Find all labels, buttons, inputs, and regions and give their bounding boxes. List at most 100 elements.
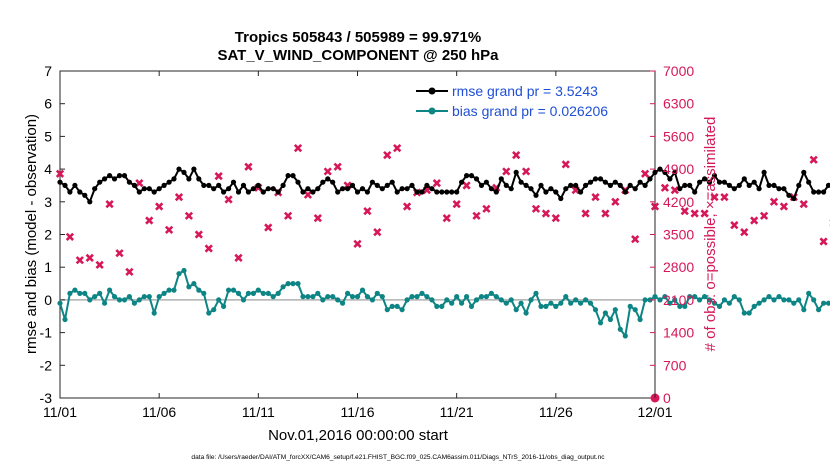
- bias-point: [652, 294, 658, 300]
- rmse-point: [340, 186, 346, 192]
- bias-point: [711, 300, 718, 306]
- obs-assimilated-marker: [690, 209, 699, 218]
- rmse-point: [250, 186, 256, 192]
- rmse-point: [126, 179, 132, 185]
- bias-point: [434, 303, 440, 309]
- plot-area: [59, 70, 656, 399]
- rmse-point: [349, 182, 356, 188]
- bias-point: [796, 297, 802, 303]
- rmse-point: [726, 182, 733, 188]
- bias-point: [478, 294, 485, 300]
- rmse-point: [786, 192, 792, 198]
- rmse-point: [151, 189, 157, 195]
- bias-point: [295, 281, 301, 287]
- bias-point: [97, 290, 103, 296]
- obs-marker-stroke: [660, 183, 670, 192]
- rmse-point: [131, 182, 137, 188]
- bias-point: [146, 294, 152, 300]
- obs-marker-stroke: [601, 209, 610, 218]
- bias-point: [166, 287, 172, 293]
- obs-assimilated-marker: [730, 221, 739, 230]
- y-left-tick-label: -2: [40, 357, 53, 373]
- rmse-point: [181, 169, 187, 175]
- obs-assimilated-marker: [551, 214, 560, 223]
- obs-assimilated-marker: [234, 253, 243, 262]
- rmse-point: [533, 192, 539, 198]
- bias-point: [568, 300, 574, 306]
- rmse-point: [771, 182, 777, 188]
- obs-assimilated-marker: [353, 239, 362, 248]
- obs-assimilated-marker: [65, 232, 75, 241]
- rmse-point: [543, 189, 549, 195]
- rmse-point: [731, 186, 737, 192]
- obs-marker-stroke: [482, 204, 491, 213]
- obs-marker-stroke: [631, 235, 640, 244]
- bias-point: [449, 300, 455, 306]
- obs-marker-stroke: [95, 260, 104, 269]
- bias-point: [102, 300, 108, 306]
- bias-point: [354, 294, 361, 300]
- bias-point: [464, 294, 470, 300]
- bias-point: [672, 297, 678, 303]
- rmse-point: [617, 182, 623, 188]
- obs-assimilated-marker: [561, 160, 570, 169]
- rmse-point: [612, 179, 618, 185]
- rmse-point: [444, 189, 450, 195]
- obs-assimilated-marker: [155, 202, 164, 211]
- obs-assimilated-marker: [214, 171, 223, 181]
- rmse-point: [111, 176, 118, 182]
- obs-marker-stroke: [283, 211, 293, 220]
- bias-point: [612, 307, 618, 313]
- obs-marker-stroke: [680, 207, 689, 216]
- obs-marker-stroke: [541, 209, 551, 218]
- rmse-point: [82, 192, 88, 198]
- y-right-tick-label: 4900: [663, 161, 694, 177]
- bias-point: [72, 287, 78, 293]
- rmse-point: [587, 179, 594, 185]
- obs-assimilated-marker: [95, 260, 104, 269]
- bias-point: [171, 287, 177, 293]
- rmse-point: [622, 189, 628, 195]
- bias-point: [57, 300, 63, 306]
- obs-marker-stroke: [740, 228, 749, 237]
- bias-point: [632, 307, 638, 313]
- bias-point: [250, 290, 256, 296]
- bias-point: [791, 300, 797, 306]
- obs-marker-stroke: [611, 197, 620, 206]
- obs-assimilated-marker: [55, 169, 65, 178]
- bias-point: [335, 297, 341, 303]
- bias-point: [345, 290, 351, 296]
- bias-point: [662, 294, 668, 300]
- bias-point: [751, 303, 757, 309]
- x-tick-label: 11/01: [43, 404, 77, 420]
- rmse-point: [825, 182, 830, 188]
- y-left-tick-label: 6: [44, 96, 52, 112]
- rmse-point: [379, 186, 385, 192]
- bias-point: [468, 303, 475, 309]
- rmse-point: [374, 182, 380, 188]
- rmse-point: [245, 189, 251, 195]
- obs-marker-stroke: [591, 193, 600, 202]
- rmse-point: [478, 182, 485, 188]
- bias-point: [607, 316, 614, 323]
- rmse-point: [186, 176, 192, 182]
- obs-marker-stroke: [809, 155, 818, 164]
- bias-point: [300, 294, 306, 300]
- bias-point: [121, 297, 128, 303]
- bias-point: [736, 297, 742, 303]
- bias-point: [82, 290, 88, 296]
- rmse-point: [369, 179, 375, 185]
- rmse-point: [647, 176, 653, 182]
- rmse-point: [394, 189, 400, 195]
- rmse-point: [508, 186, 514, 192]
- obs-marker-stroke: [75, 256, 84, 265]
- rmse-point: [716, 179, 723, 185]
- rmse-point: [255, 182, 261, 188]
- obs-marker-stroke: [650, 202, 660, 211]
- rmse-point: [677, 186, 683, 192]
- obs-assimilated-marker: [373, 228, 382, 237]
- obs-assimilated-marker: [482, 204, 491, 213]
- obs-assimilated-marker: [680, 207, 689, 216]
- bias-point: [141, 294, 147, 300]
- bias-line: [59, 268, 830, 339]
